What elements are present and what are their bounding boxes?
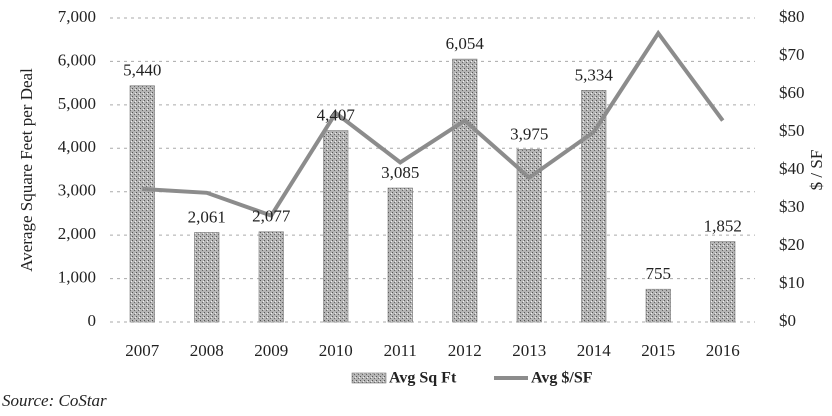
data-label: 2,061 <box>188 207 226 226</box>
y-tick-label: 0 <box>88 311 97 330</box>
x-tick-label: 2007 <box>125 341 160 360</box>
data-label: 3,975 <box>510 124 548 143</box>
bar <box>387 187 413 323</box>
data-label: 3,085 <box>381 163 419 182</box>
y2-axis-label: $ / SF <box>807 150 826 191</box>
y-tick-label: 1,000 <box>58 267 96 286</box>
bar <box>452 58 478 323</box>
y2-tick-label: $60 <box>779 83 805 102</box>
bar <box>710 241 736 323</box>
data-label: 1,852 <box>704 216 742 235</box>
data-label: 6,054 <box>446 34 485 53</box>
y-axis-label: Average Square Feet per Deal <box>17 68 36 272</box>
y2-tick-label: $80 <box>779 7 805 26</box>
y-tick-label: 5,000 <box>58 94 96 113</box>
x-tick-label: 2010 <box>319 341 353 360</box>
legend-swatch <box>351 372 387 384</box>
data-label: 755 <box>646 264 672 283</box>
x-tick-label: 2013 <box>512 341 546 360</box>
source-note: Source: CoStar <box>2 391 107 410</box>
y2-tick-label: $0 <box>779 311 796 330</box>
y2-tick-label: $20 <box>779 235 805 254</box>
line <box>142 29 725 219</box>
bar <box>581 90 607 323</box>
y2-tick-label: $50 <box>779 121 805 140</box>
data-label: 2,077 <box>252 207 291 226</box>
legend-label: Avg $/SF <box>531 370 593 387</box>
x-tick-label: 2014 <box>577 341 612 360</box>
y2-tick-label: $70 <box>779 45 805 64</box>
x-tick-label: 2011 <box>384 341 417 360</box>
y-tick-label: 3,000 <box>58 181 96 200</box>
y-tick-label: 7,000 <box>58 7 96 26</box>
bar <box>258 231 284 323</box>
y2-tick-label: $30 <box>779 197 805 216</box>
bar <box>323 130 349 323</box>
data-label: 4,407 <box>317 106 356 125</box>
x-tick-label: 2008 <box>190 341 224 360</box>
x-tick-label: 2012 <box>448 341 482 360</box>
data-label: 5,440 <box>123 61 161 80</box>
y2-tick-label: $40 <box>779 159 805 178</box>
y-tick-label: 6,000 <box>58 50 96 69</box>
data-label: 5,334 <box>575 65 614 84</box>
y-tick-label: 2,000 <box>58 224 96 243</box>
x-tick-label: 2009 <box>254 341 288 360</box>
bar <box>194 232 220 323</box>
x-tick-label: 2015 <box>641 341 675 360</box>
legend-label: Avg Sq Ft <box>389 370 457 387</box>
x-tick-label: 2016 <box>706 341 740 360</box>
bar <box>645 288 671 323</box>
bar <box>129 85 155 323</box>
y2-tick-label: $10 <box>779 273 805 292</box>
y-tick-label: 4,000 <box>58 137 96 156</box>
